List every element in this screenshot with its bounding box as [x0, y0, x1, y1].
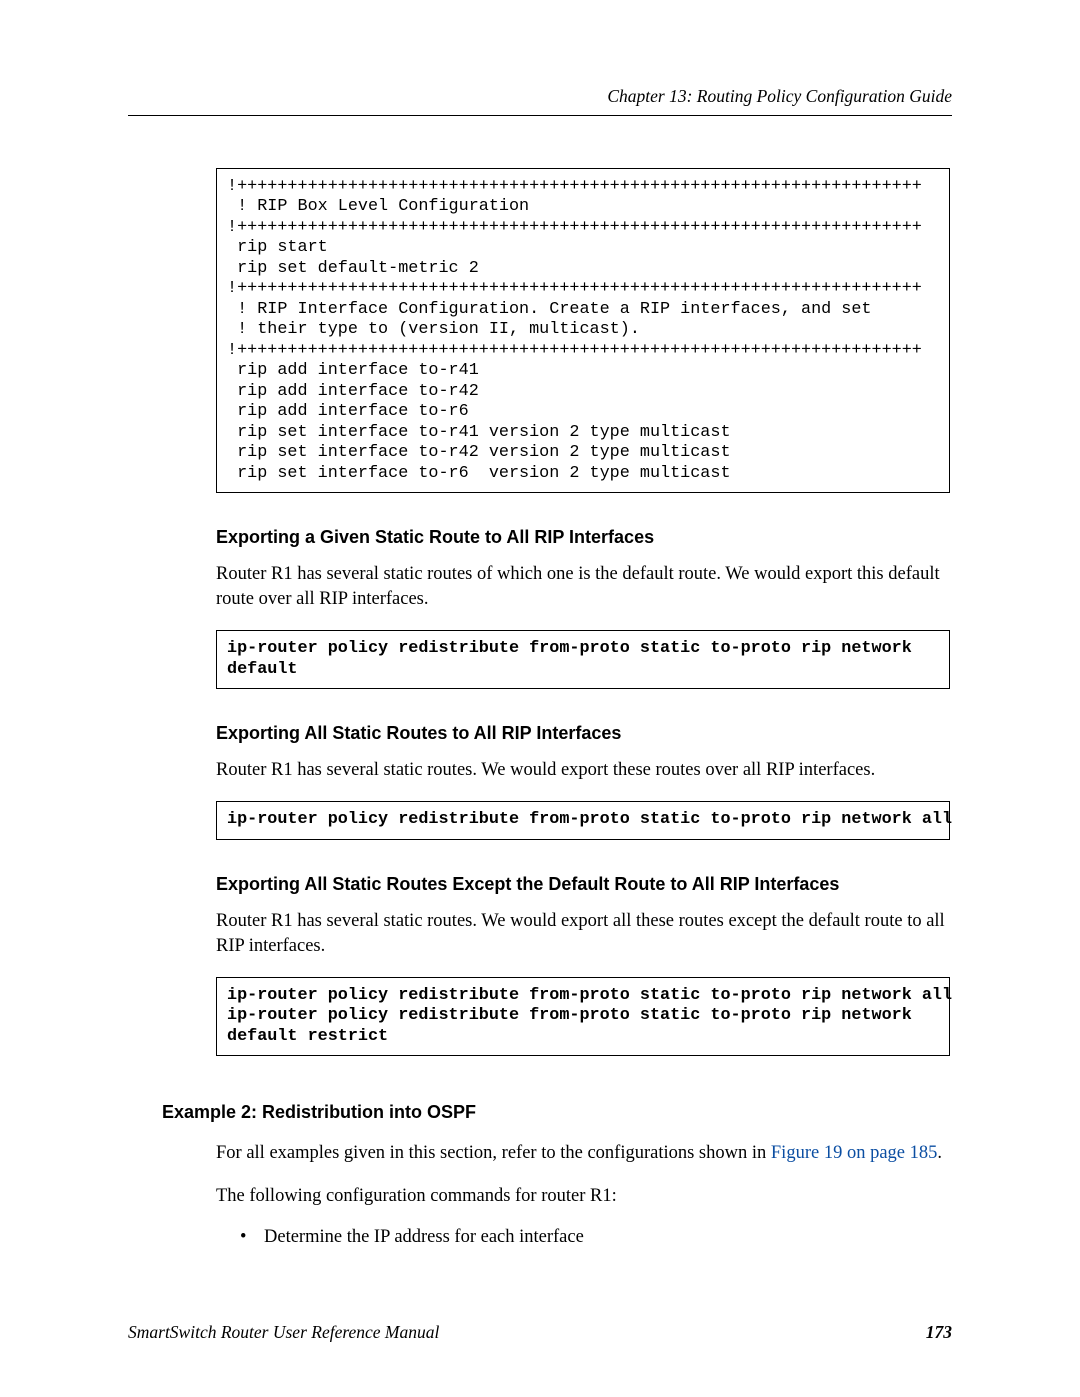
- section-heading: Exporting All Static Routes to All RIP I…: [216, 723, 952, 744]
- text-run: For all examples given in this section, …: [216, 1143, 771, 1163]
- content-area: !+++++++++++++++++++++++++++++++++++++++…: [128, 168, 952, 1056]
- code-block-redistribute-all: ip-router policy redistribute from-proto…: [216, 801, 950, 839]
- page-footer: SmartSwitch Router User Reference Manual…: [128, 1322, 952, 1343]
- code-text: ip-router policy redistribute from-proto…: [227, 986, 939, 1047]
- code-text: !+++++++++++++++++++++++++++++++++++++++…: [227, 177, 939, 484]
- code-block-redistribute-except-default: ip-router policy redistribute from-proto…: [216, 977, 950, 1056]
- chapter-label: Chapter 13: Routing Policy Configuration…: [128, 86, 952, 107]
- manual-title: SmartSwitch Router User Reference Manual: [128, 1322, 439, 1343]
- page: Chapter 13: Routing Policy Configuration…: [0, 0, 1080, 1308]
- list-item: • Determine the IP address for each inte…: [240, 1227, 952, 1248]
- example-paragraph: For all examples given in this section, …: [216, 1141, 952, 1166]
- body-paragraph: Router R1 has several static routes of w…: [216, 562, 952, 612]
- list-item-text: Determine the IP address for each interf…: [264, 1227, 584, 1248]
- example-heading: Example 2: Redistribution into OSPF: [128, 1102, 952, 1123]
- section-heading: Exporting All Static Routes Except the D…: [216, 874, 952, 895]
- code-text: ip-router policy redistribute from-proto…: [227, 810, 939, 830]
- example-paragraph: The following configuration commands for…: [216, 1184, 952, 1209]
- code-block-redistribute-default: ip-router policy redistribute from-proto…: [216, 630, 950, 689]
- body-paragraph: Router R1 has several static routes. We …: [216, 909, 952, 959]
- bullet-marker: •: [240, 1227, 248, 1248]
- section-heading: Exporting a Given Static Route to All RI…: [216, 527, 952, 548]
- page-number: 173: [926, 1322, 952, 1343]
- page-header: Chapter 13: Routing Policy Configuration…: [128, 86, 952, 116]
- example-body: For all examples given in this section, …: [128, 1141, 952, 1248]
- code-block-rip-config: !+++++++++++++++++++++++++++++++++++++++…: [216, 168, 950, 493]
- header-rule: [128, 115, 952, 116]
- bullet-list: • Determine the IP address for each inte…: [216, 1227, 952, 1248]
- figure-link[interactable]: Figure 19 on page 185: [771, 1143, 937, 1163]
- code-text: ip-router policy redistribute from-proto…: [227, 639, 939, 680]
- text-run: .: [937, 1143, 942, 1163]
- body-paragraph: Router R1 has several static routes. We …: [216, 758, 952, 783]
